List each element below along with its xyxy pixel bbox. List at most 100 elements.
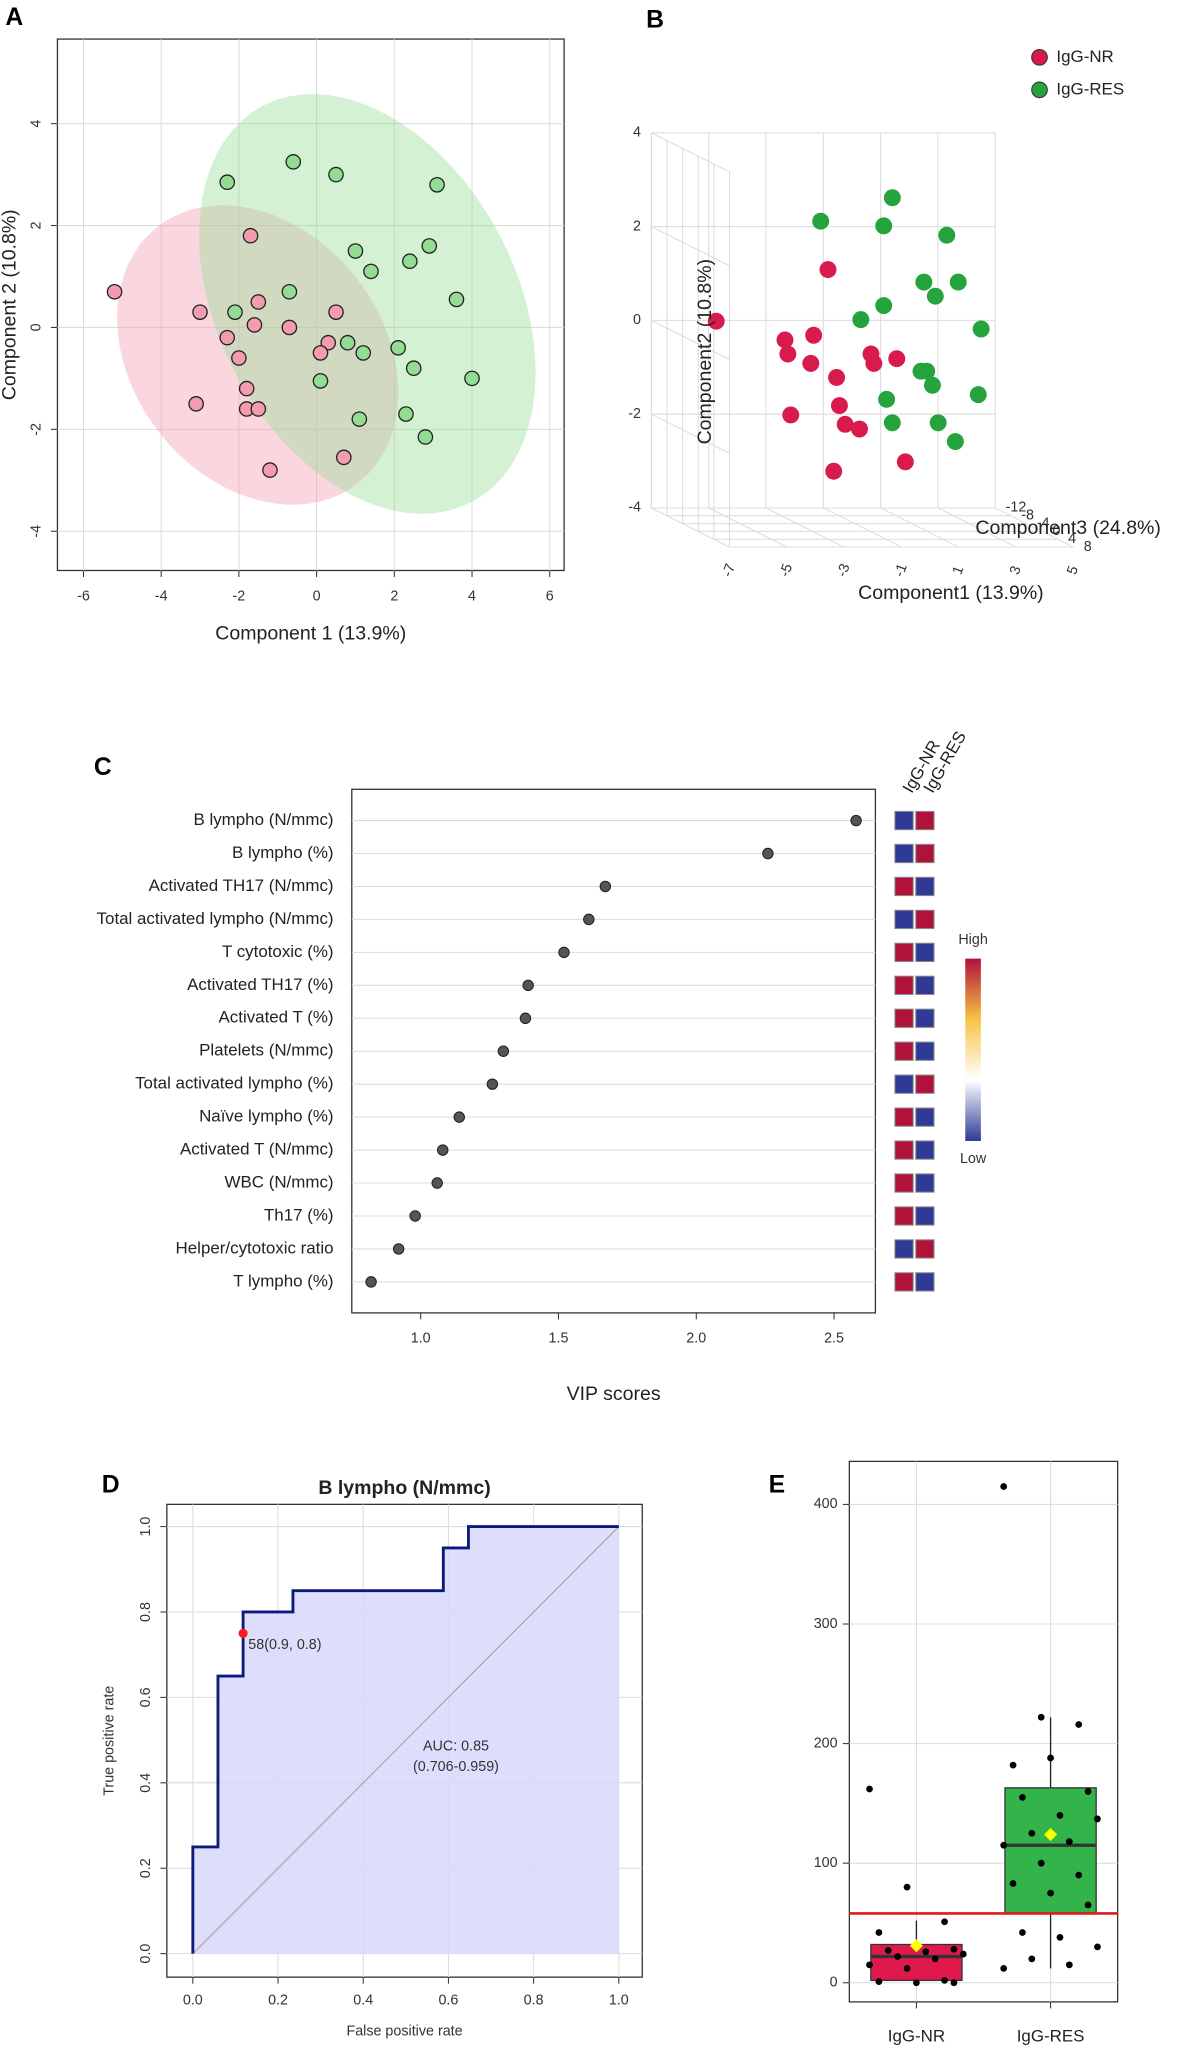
- grid-line: [651, 226, 730, 267]
- point: [486, 1078, 499, 1090]
- y-axis-label: Component 2 (10.8%): [0, 209, 21, 400]
- x-tick-label: 0: [313, 588, 321, 604]
- point: [866, 1961, 873, 1969]
- z-tick-label: -8: [1021, 508, 1034, 524]
- x-tick-label: 0.0: [183, 1992, 203, 2008]
- y-tick-label: 0.8: [138, 1602, 154, 1622]
- legend-label: IgG-RES: [1056, 79, 1124, 98]
- x-tick-label: -7: [720, 562, 739, 579]
- point: [938, 226, 956, 244]
- point: [812, 212, 830, 230]
- heat-cell: [915, 810, 935, 831]
- y-tick-label: 0.4: [138, 1773, 154, 1793]
- point: [1037, 1713, 1045, 1721]
- legend-label: IgG-NR: [1056, 47, 1113, 66]
- heat-cell: [915, 1074, 935, 1094]
- point: [896, 453, 914, 471]
- x-tick-label: -6: [77, 588, 90, 604]
- point: [250, 401, 267, 417]
- heat-cell: [915, 1173, 935, 1193]
- point: [1056, 1811, 1064, 1819]
- panel-label: E: [769, 1472, 786, 1499]
- category-label: Naïve lympho (%): [199, 1107, 333, 1126]
- point: [351, 411, 368, 427]
- color-scale-high: High: [958, 932, 987, 948]
- category-label: Activated T (%): [219, 1008, 334, 1027]
- point: [519, 1012, 532, 1025]
- x-axis-label: False positive rate: [346, 2024, 462, 2040]
- z-tick-label: 4: [1068, 531, 1076, 547]
- panel-label: D: [102, 1472, 120, 1499]
- point: [402, 253, 418, 270]
- x-tick-label: 0.2: [268, 1992, 288, 2008]
- point: [972, 320, 990, 338]
- color-scale-low: Low: [960, 1151, 987, 1167]
- mean-marker: [909, 1939, 923, 1953]
- point: [782, 406, 800, 424]
- point: [950, 1979, 958, 1987]
- point: [231, 350, 247, 366]
- point: [464, 370, 480, 387]
- color-scale: [965, 958, 981, 1141]
- y-tick-label: 0.0: [138, 1944, 154, 1964]
- point: [865, 354, 883, 372]
- point: [312, 345, 329, 361]
- point: [320, 334, 337, 351]
- x-tick-label: 1: [950, 564, 968, 577]
- point: [558, 946, 570, 959]
- point: [1019, 1929, 1026, 1936]
- point: [599, 880, 612, 893]
- y-tick-label: 200: [814, 1735, 838, 1751]
- heat-cell: [894, 1041, 914, 1061]
- z-tick-label: -12: [1006, 500, 1027, 516]
- point: [429, 176, 445, 193]
- heat-cell: [894, 942, 914, 963]
- point: [1056, 1933, 1064, 1941]
- heat-cell: [915, 1239, 935, 1259]
- point: [242, 227, 259, 244]
- point: [219, 174, 236, 191]
- point: [915, 273, 933, 291]
- point: [959, 1950, 967, 1958]
- point: [1075, 1721, 1083, 1728]
- point: [392, 1243, 405, 1255]
- auc-ci: (0.706-0.959): [413, 1759, 499, 1775]
- point: [365, 1276, 377, 1288]
- point: [825, 462, 843, 480]
- heat-cell: [894, 843, 914, 864]
- point: [421, 238, 438, 254]
- point: [583, 913, 595, 926]
- point: [802, 354, 820, 372]
- point: [250, 294, 267, 310]
- point: [828, 368, 846, 386]
- point: [894, 1953, 902, 1960]
- cutoff-label: 58(0.9, 0.8): [248, 1637, 321, 1653]
- category-label: Total activated lympho (%): [135, 1074, 333, 1093]
- heat-cell: [915, 1008, 935, 1028]
- category-label: Activated TH17 (N/mmc): [149, 876, 334, 895]
- grid-line: [651, 132, 730, 173]
- point: [363, 263, 379, 280]
- category-label: Helper/cytotoxic ratio: [176, 1238, 334, 1257]
- confidence-ellipse: [199, 94, 536, 514]
- y-tick-label: 1.0: [138, 1517, 154, 1537]
- z-tick-label: 8: [1084, 539, 1092, 555]
- point: [950, 1945, 958, 1953]
- point: [106, 283, 123, 300]
- chart-title: B lympho (N/mmc): [318, 1477, 490, 1499]
- point: [437, 1144, 449, 1156]
- point: [1047, 1754, 1054, 1762]
- heat-cell: [894, 876, 914, 897]
- point: [923, 376, 941, 394]
- point: [1047, 1889, 1054, 1897]
- grid-line: [651, 319, 730, 360]
- point: [339, 334, 356, 351]
- y-tick-label: 4: [633, 125, 641, 141]
- heat-cell: [915, 1041, 935, 1061]
- y-tick-label: 0: [633, 312, 641, 328]
- point: [805, 326, 823, 344]
- x-tick-label: 4: [468, 588, 476, 604]
- category-label: Activated TH17 (%): [187, 975, 333, 994]
- point: [1094, 1943, 1101, 1951]
